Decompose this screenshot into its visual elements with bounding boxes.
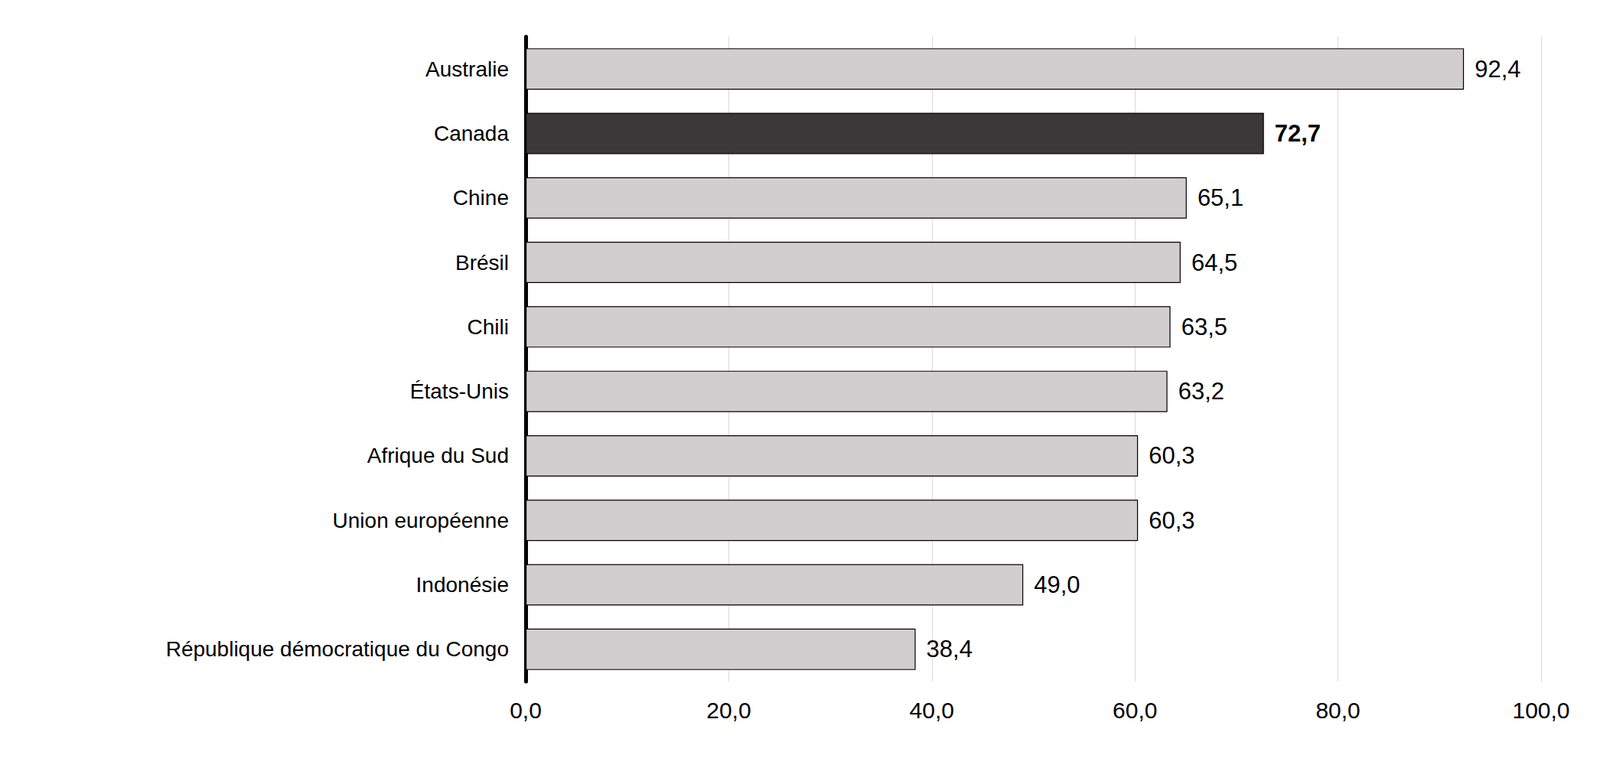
svg-text:38,4: 38,4 <box>926 635 973 663</box>
svg-text:65,1: 65,1 <box>1197 184 1244 212</box>
svg-text:Canada: Canada <box>433 121 510 146</box>
svg-text:60,3: 60,3 <box>1148 507 1195 535</box>
svg-text:République démocratique du Con: République démocratique du Congo <box>166 637 509 662</box>
svg-text:49,0: 49,0 <box>1033 571 1080 599</box>
svg-text:64,5: 64,5 <box>1191 249 1238 277</box>
svg-text:Afrique du Sud: Afrique du Sud <box>367 443 509 468</box>
svg-text:72,7: 72,7 <box>1274 120 1321 147</box>
svg-text:États-Unis: États-Unis <box>410 379 509 404</box>
svg-text:Chine: Chine <box>452 185 509 210</box>
svg-text:20,0: 20,0 <box>706 697 751 724</box>
svg-text:0,0: 0,0 <box>509 697 542 724</box>
svg-text:Union européenne: Union européenne <box>332 508 509 533</box>
svg-text:63,2: 63,2 <box>1178 378 1225 405</box>
svg-text:Indonésie: Indonésie <box>416 573 509 597</box>
svg-text:Chili: Chili <box>467 315 509 339</box>
svg-text:92,4: 92,4 <box>1474 55 1521 83</box>
svg-text:100,0: 100,0 <box>1512 697 1570 724</box>
svg-text:63,5: 63,5 <box>1181 313 1228 341</box>
svg-text:80,0: 80,0 <box>1315 697 1360 724</box>
svg-text:60,0: 60,0 <box>1112 697 1157 724</box>
svg-text:Brésil: Brésil <box>455 250 509 275</box>
svg-text:60,3: 60,3 <box>1148 442 1195 470</box>
svg-text:Australie: Australie <box>425 57 509 82</box>
svg-text:40,0: 40,0 <box>909 697 955 724</box>
